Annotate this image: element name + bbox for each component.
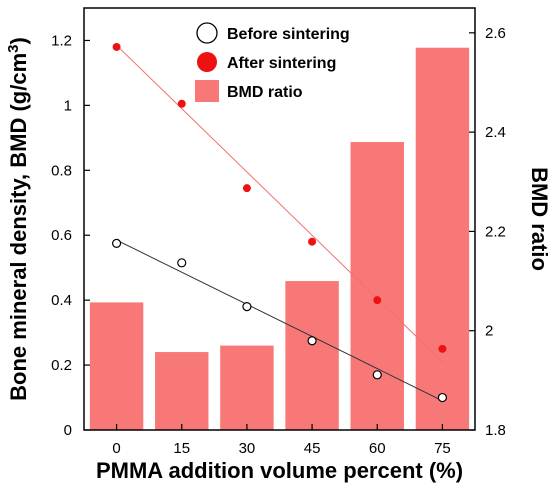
- y-axis-left-label: Bone mineral density, BMD (g/cm3): [5, 37, 31, 401]
- y-left-tick-label: 1: [64, 97, 72, 114]
- points-group: [111, 42, 448, 403]
- fit-line: [116, 239, 443, 402]
- x-tick-label: 30: [239, 440, 256, 457]
- after-sintering-point: [438, 344, 447, 353]
- legend: Before sintering After sintering BMD ratio: [195, 22, 350, 102]
- y-axis-left-label-close: ): [6, 37, 31, 44]
- legend-label: Before sintering: [227, 26, 350, 43]
- x-tick-label: 15: [173, 440, 190, 457]
- y-left-tick-label: 0.2: [51, 357, 72, 374]
- bmd-ratio-bar: [89, 302, 144, 430]
- before-sintering-point: [111, 238, 122, 248]
- y-right-tick-label: 2: [485, 323, 493, 340]
- x-tick-label: 0: [112, 440, 120, 457]
- before-sintering-point: [437, 392, 448, 403]
- y-left-tick-label: 0.8: [51, 162, 72, 179]
- y-axis-left-label-main: Bone mineral density, BMD (g/cm: [6, 53, 31, 401]
- after-sintering-point: [112, 42, 121, 51]
- x-tick-label: 60: [369, 440, 386, 457]
- y-left-tick-label: 0: [64, 422, 72, 439]
- x-tick-label: 75: [434, 440, 451, 457]
- y-left-tick-label: 0.4: [51, 292, 72, 309]
- after-sintering-point: [373, 296, 382, 305]
- bar-series-group: [89, 47, 470, 430]
- legend-marker-open: [196, 22, 218, 44]
- before-sintering-point: [177, 258, 187, 268]
- bmd-ratio-bar: [285, 281, 339, 430]
- y-left-tick-label: 0.6: [51, 227, 72, 244]
- legend-label: After sintering: [227, 55, 336, 72]
- legend-marker-bar: [195, 80, 219, 102]
- before-sintering-point: [372, 370, 382, 380]
- ticks-group: 0 0.2 0.4 0.6 0.8 1 1.2 1.8 2 2.2 2.4 2.6 0 15 30 45 60 7…: [51, 25, 506, 457]
- bmd-ratio-bar: [220, 345, 274, 430]
- y-right-tick-label: 2.6: [485, 25, 506, 42]
- y-right-tick-label: 1.8: [485, 422, 506, 439]
- x-tick-label: 45: [304, 440, 321, 457]
- after-sintering-point: [177, 99, 186, 108]
- y-axis-left-label-superscript: 3: [5, 45, 22, 53]
- fit-lines-group: [116, 44, 443, 402]
- y-right-tick-label: 2.2: [485, 223, 506, 240]
- before-sintering-point: [307, 336, 317, 346]
- fit-line: [116, 44, 443, 363]
- legend-marker-filled: [197, 52, 217, 72]
- before-sintering-point: [242, 302, 252, 312]
- bmd-ratio-bar: [155, 352, 209, 430]
- plot-frame: [83, 7, 476, 431]
- legend-label: BMD ratio: [227, 84, 303, 101]
- bmd-ratio-bar: [415, 47, 470, 430]
- after-sintering-point: [242, 184, 251, 193]
- y-left-tick-label: 1.2: [51, 32, 72, 49]
- y-right-tick-label: 2.4: [485, 124, 506, 141]
- y-axis-right-label: BMD ratio: [527, 167, 550, 271]
- x-axis-label: PMMA addition volume percent (%): [96, 458, 463, 483]
- after-sintering-point: [308, 237, 317, 246]
- bmd-ratio-bar: [350, 142, 404, 430]
